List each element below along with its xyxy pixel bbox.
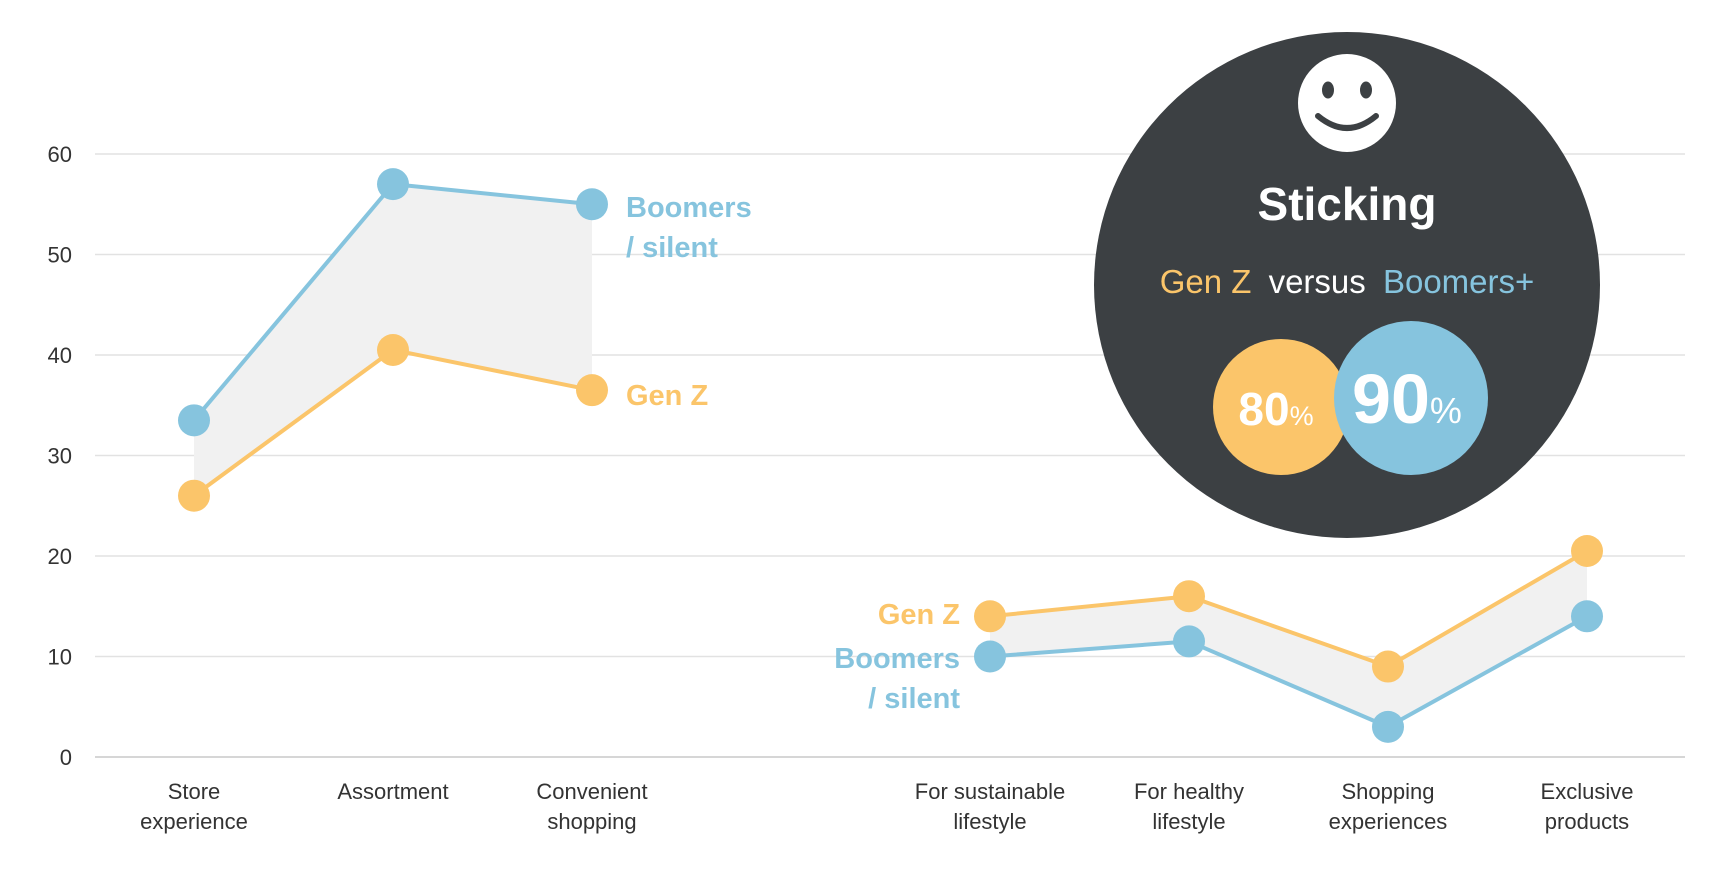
y-tick-30: 30 xyxy=(48,444,72,469)
boomers-point-6 xyxy=(1571,600,1603,633)
subtitle-versus: versus xyxy=(1269,263,1366,300)
genz-point-3 xyxy=(974,600,1006,633)
badge-subtitle: Gen Z versus Boomers+ xyxy=(1160,263,1535,300)
genz-point-1 xyxy=(377,333,409,366)
x-category-3-line-1: For sustainable xyxy=(915,779,1065,804)
x-category-2-line-2: shopping xyxy=(547,809,636,834)
x-category-4-line-2: lifestyle xyxy=(1152,809,1225,834)
genz-percent-value: 80% xyxy=(1238,383,1313,435)
genz-point-6 xyxy=(1571,534,1603,567)
boomers-line-2 xyxy=(989,614,1588,729)
x-category-0-line-1: Store xyxy=(168,779,221,804)
legend-boomers-right-line2: / silent xyxy=(626,232,718,264)
subtitle-boomers: Boomers+ xyxy=(1383,263,1534,300)
boomers-percent-value: 90% xyxy=(1352,360,1462,438)
x-category-0-line-2: experience xyxy=(140,809,248,834)
boomers-point-0 xyxy=(178,404,210,437)
legend-boomers-left-line2: / silent xyxy=(868,683,960,715)
genz-line-2 xyxy=(989,549,1589,669)
x-category-6-line-2: products xyxy=(1545,809,1629,834)
boomers-point-4 xyxy=(1173,625,1205,658)
x-category-2-line-1: Convenient xyxy=(536,779,647,804)
y-tick-10: 10 xyxy=(48,645,72,670)
genz-point-0 xyxy=(178,479,210,512)
y-tick-40: 40 xyxy=(48,343,72,368)
badge-title: Sticking xyxy=(1258,178,1437,230)
y-tick-0: 0 xyxy=(60,745,72,770)
y-tick-50: 50 xyxy=(48,243,72,268)
series-points xyxy=(178,168,1603,743)
legend-boomers-right-line1: Boomers xyxy=(626,192,752,224)
boomers-point-3 xyxy=(974,640,1006,673)
y-tick-20: 20 xyxy=(48,544,72,569)
x-category-5-line-1: Shopping xyxy=(1342,779,1435,804)
boomers-point-2 xyxy=(576,188,608,221)
boomers-point-1 xyxy=(377,168,409,201)
legend-genz-left: Gen Z xyxy=(878,599,960,631)
difference-band-2 xyxy=(990,550,1587,727)
genz-point-2 xyxy=(576,374,608,407)
boomers-percent-circle xyxy=(1334,321,1488,475)
boomers-point-5 xyxy=(1372,710,1404,743)
x-category-1-line-1: Assortment xyxy=(337,779,448,804)
smiley-face-icon xyxy=(1298,54,1396,152)
sticking-badge: Sticking Gen Z versus Boomers+ 80% 90% xyxy=(1094,32,1600,538)
genz-point-4 xyxy=(1173,580,1205,613)
legend-boomers-left-line1: Boomers xyxy=(834,643,960,675)
x-category-3-line-2: lifestyle xyxy=(953,809,1026,834)
genz-point-5 xyxy=(1372,650,1404,683)
genz-percent-circle xyxy=(1213,339,1349,475)
y-tick-60: 60 xyxy=(48,142,72,167)
y-axis-ticks: 0 10 20 30 40 50 60 xyxy=(48,142,72,770)
x-axis-categories: Store experience Assortment Convenient shopp… xyxy=(140,779,1633,834)
x-category-5-line-2: experiences xyxy=(1329,809,1448,834)
x-category-4-line-1: For healthy xyxy=(1134,779,1244,804)
subtitle-genz: Gen Z xyxy=(1160,263,1252,300)
x-category-6-line-1: Exclusive xyxy=(1541,779,1634,804)
legend-genz-right: Gen Z xyxy=(626,380,708,412)
